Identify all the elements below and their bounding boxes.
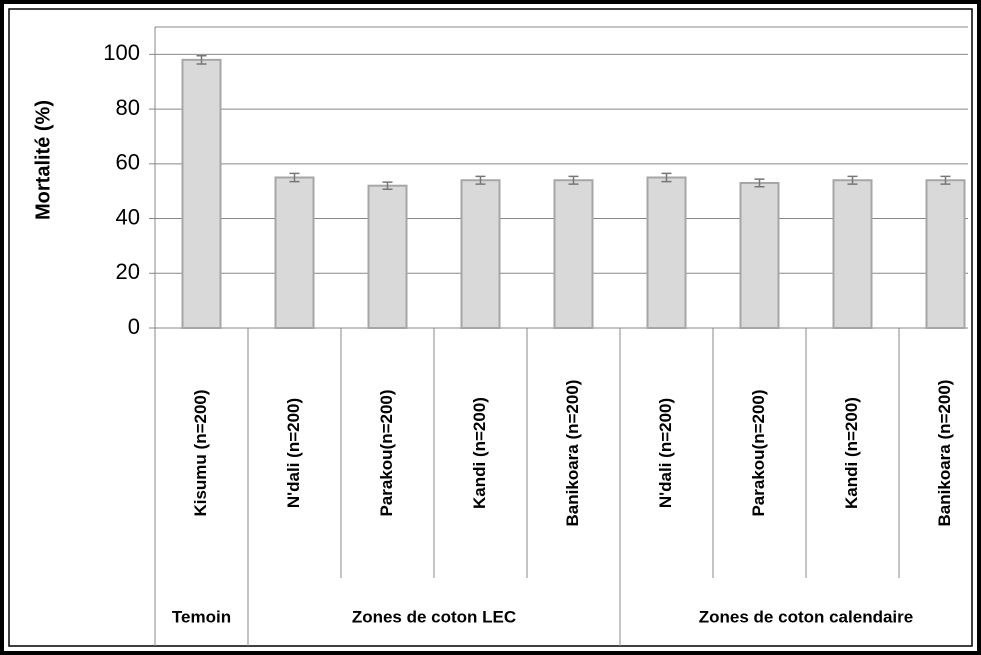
y-tick-label: 20	[116, 259, 140, 284]
error-bar	[475, 175, 486, 185]
error-bar	[661, 172, 672, 183]
x-tick-label: Banikoara (n=200)	[563, 380, 582, 527]
x-tick-label: Kisumu (n=200)	[191, 389, 210, 516]
bar	[274, 176, 315, 329]
x-tick-label: Parakou(n=200)	[749, 389, 768, 516]
error-bar	[196, 54, 207, 65]
error-bar	[754, 178, 765, 188]
bar	[553, 179, 594, 329]
bar	[832, 179, 873, 329]
y-tick-label: 60	[116, 150, 140, 175]
plot: Temoin Zones de coton LEC Zones de coton c…	[149, 26, 968, 646]
y-tick-label: 40	[116, 204, 140, 229]
x-tick-label: Parakou(n=200)	[377, 389, 396, 516]
x-tick-label: N'dali (n=200)	[656, 398, 675, 508]
bar	[646, 176, 687, 329]
x-tick-label: Kandi (n=200)	[842, 397, 861, 509]
group-label: Zones de coton LEC	[352, 607, 516, 626]
bar	[739, 181, 780, 329]
bar	[460, 179, 501, 329]
bar	[925, 179, 966, 329]
error-bar	[940, 175, 951, 185]
y-axis-label: Mortalité (%)	[32, 100, 54, 220]
error-bar	[289, 172, 300, 183]
group-label: Zones de coton calendaire	[699, 607, 913, 626]
y-tick-label: 0	[128, 314, 140, 339]
y-tick-label: 80	[116, 95, 140, 120]
frame-inner	[8, 8, 973, 647]
error-bar	[382, 181, 393, 191]
x-tick-label: N'dali (n=200)	[284, 398, 303, 508]
bar	[367, 184, 408, 329]
bar	[181, 58, 222, 329]
x-tick-label: Kandi (n=200)	[470, 397, 489, 509]
y-tick-label: 100	[103, 40, 140, 65]
error-bar	[847, 175, 858, 185]
group-label: Temoin	[172, 607, 231, 626]
x-tick-label: Banikoara (n=200)	[935, 380, 954, 527]
error-bar	[568, 175, 579, 185]
